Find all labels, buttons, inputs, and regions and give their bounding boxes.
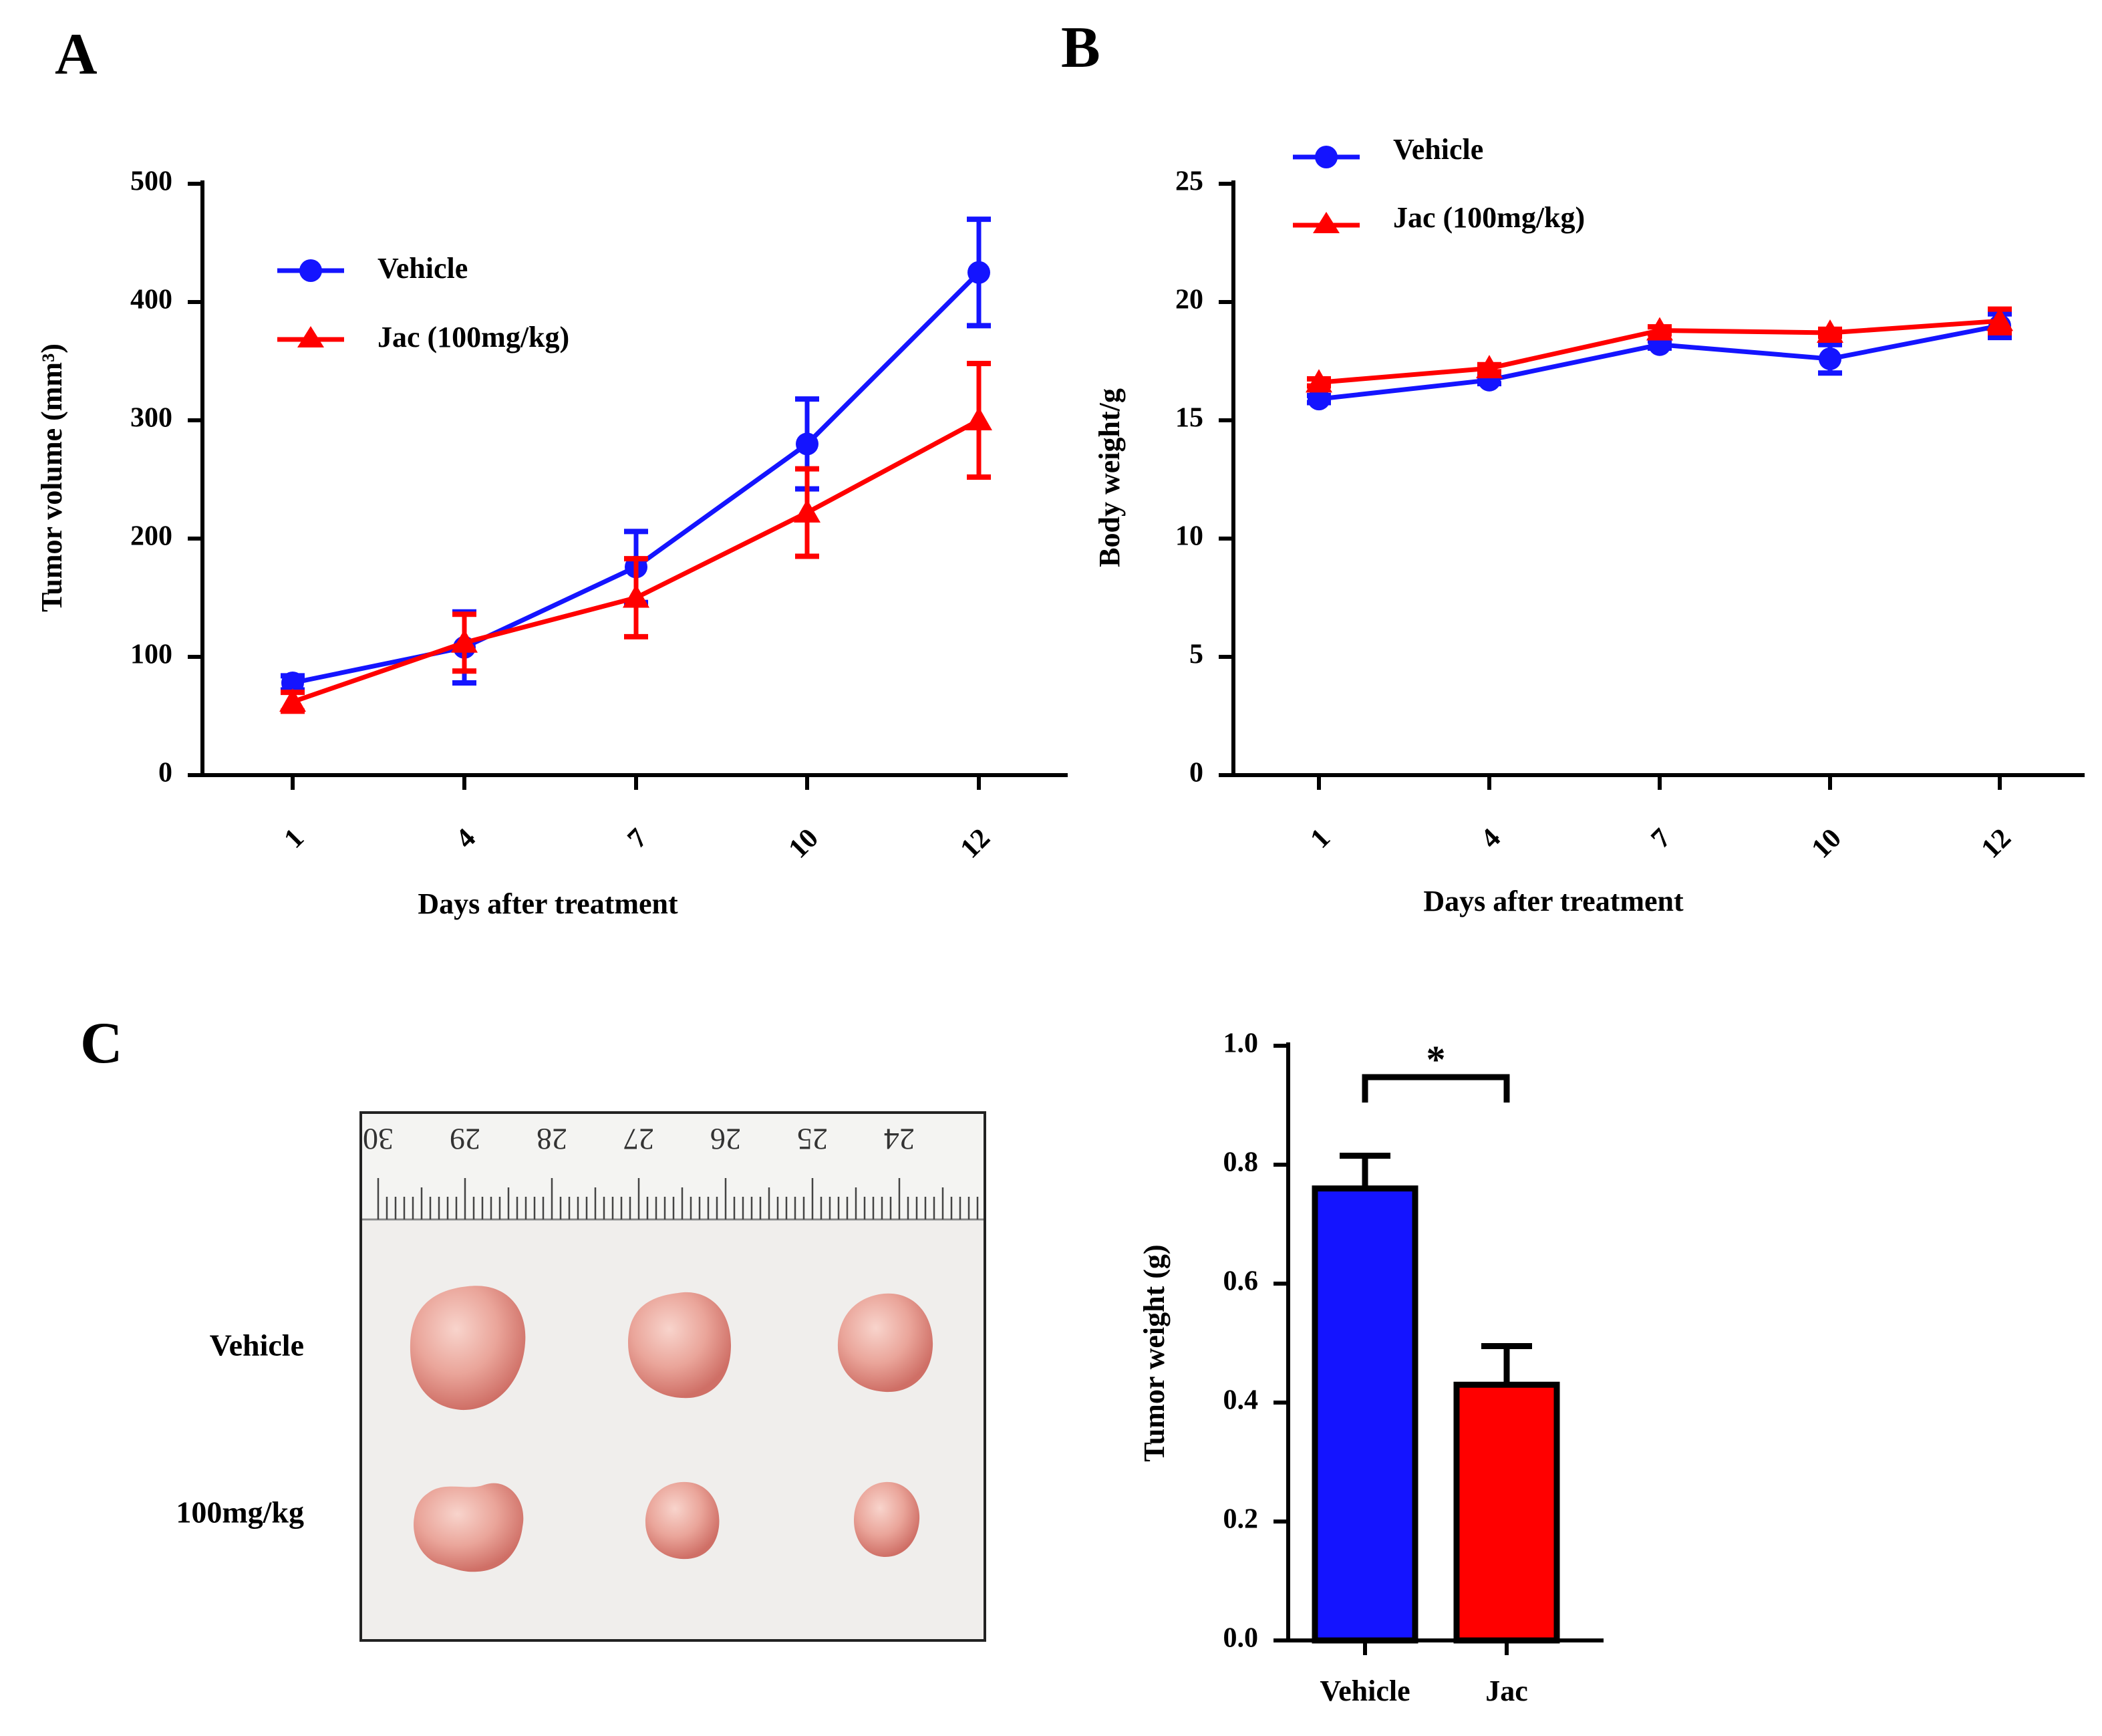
ruler-number: 25	[797, 1122, 828, 1156]
chart-a-xtick-label: 12	[955, 823, 996, 864]
tumor-treated-2	[645, 1481, 720, 1560]
chart-a-point-jac	[279, 688, 306, 712]
chart-b-point-jac	[1986, 307, 2013, 331]
chart-a-point-vehicle	[796, 432, 818, 456]
chart-c-bar-jac	[1453, 1381, 1560, 1644]
ruler-number: 26	[710, 1122, 741, 1156]
tumor-vehicle-1	[410, 1286, 526, 1411]
chart-a-point-vehicle	[967, 261, 990, 284]
chart-a-point-vehicle	[281, 671, 304, 694]
tumor-photo: 30 29 28 27 26 25 24 Vehicle 100mg/kg	[176, 1111, 986, 1642]
chart-a-tumor-volume: 0 100 200 300 400 500 1 4 7 10 12 Days after trea…	[35, 166, 1068, 920]
chart-b-ytick-label: 20	[1175, 285, 1203, 315]
ruler-number: 30	[363, 1122, 394, 1156]
chart-b-legend-jac-label: Jac (100mg/kg)	[1393, 201, 1585, 234]
chart-a-legend-vehicle-marker	[299, 259, 322, 282]
chart-c-ytick-label: 1.0	[1223, 1028, 1259, 1059]
chart-a-legend-jac-label: Jac (100mg/kg)	[378, 321, 569, 353]
panel-label-c: C	[80, 1011, 123, 1076]
tumor-vehicle-2	[628, 1292, 732, 1399]
chart-a-point-jac	[794, 499, 820, 523]
chart-c-ytick-label: 0.0	[1223, 1623, 1259, 1654]
chart-c-tumor-weight: 0.0 0.2 0.4 0.6 0.8 1.0 Vehicle Jac Tumor weig…	[1138, 1028, 1604, 1707]
significance-marker: *	[1427, 1038, 1446, 1081]
tumor-vehicle-3	[837, 1293, 933, 1393]
significance-bracket	[1362, 1074, 1510, 1103]
chart-a-xtick-label: 10	[783, 823, 824, 864]
chart-b-ytick-label: 25	[1175, 166, 1203, 197]
chart-b-xtick-label: 12	[1976, 823, 2017, 864]
chart-b-ytick-label: 5	[1189, 639, 1203, 670]
chart-a-point-jac	[623, 584, 649, 608]
chart-b-xtick-label: 4	[1475, 823, 1507, 854]
photo-background	[362, 1221, 984, 1639]
chart-b-point-jac	[1817, 319, 1843, 343]
chart-c-bar-vehicle	[1312, 1185, 1418, 1644]
chart-a-ytick-label: 0	[158, 758, 172, 788]
chart-a-legend-jac-marker	[297, 326, 324, 347]
chart-b-legend-vehicle-marker	[1315, 146, 1338, 168]
chart-c-y-axis-title: Tumor weight (g)	[1138, 1244, 1171, 1461]
chart-b-ytick-label: 0	[1189, 758, 1203, 788]
chart-b-point-jac	[1646, 317, 1673, 341]
ruler-number: 29	[450, 1122, 480, 1156]
ruler-number: 27	[623, 1122, 654, 1156]
chart-a-ytick-label: 200	[130, 521, 172, 552]
ruler-number: 28	[537, 1122, 567, 1156]
chart-b-ytick-label: 15	[1175, 403, 1203, 434]
chart-b-point-vehicle	[1308, 388, 1330, 411]
chart-b-xtick-label: 10	[1806, 823, 1847, 864]
chart-a-xtick-label: 1	[279, 823, 310, 854]
chart-b-x-axis-title: Days after treatment	[1423, 885, 1684, 917]
chart-a-point-jac	[965, 407, 992, 430]
tumor-treated-3	[854, 1481, 920, 1557]
ruler-ticks	[377, 1178, 979, 1219]
chart-b-xtick-label: 1	[1305, 823, 1336, 854]
tumor-treated-1	[414, 1483, 524, 1572]
panel-label-a: A	[55, 22, 98, 87]
chart-a-x-axis-title: Days after treatment	[418, 887, 678, 920]
chart-c-xtick-label-vehicle: Vehicle	[1320, 1675, 1410, 1707]
chart-b-legend-vehicle-label: Vehicle	[1393, 133, 1483, 166]
chart-b-point-jac	[1476, 355, 1503, 379]
chart-b-point-jac	[1306, 369, 1332, 393]
chart-c-ytick-label: 0.8	[1223, 1147, 1259, 1178]
chart-a-y-axis-title: Tumor volume (mm³)	[35, 343, 68, 612]
chart-b-point-vehicle	[1819, 347, 1841, 370]
chart-c-ytick-label: 0.2	[1223, 1504, 1259, 1535]
chart-a-ytick-label: 500	[130, 166, 172, 197]
chart-a-ytick-label: 300	[130, 403, 172, 434]
chart-a-xtick-label: 7	[622, 823, 653, 854]
photo-label-vehicle: Vehicle	[210, 1328, 304, 1362]
chart-a-point-jac	[451, 629, 478, 653]
chart-c-xtick-label-jac: Jac	[1485, 1675, 1528, 1707]
chart-c-ytick-label: 0.6	[1223, 1266, 1259, 1297]
chart-a-ytick-label: 100	[130, 639, 172, 670]
chart-b-ytick-label: 10	[1175, 521, 1203, 552]
chart-a-ytick-label: 400	[130, 285, 172, 315]
panel-label-b: B	[1061, 15, 1100, 80]
chart-b-xtick-label: 7	[1646, 823, 1677, 854]
photo-label-treated: 100mg/kg	[176, 1495, 304, 1530]
chart-c-ytick-label: 0.4	[1223, 1385, 1259, 1416]
chart-b-y-axis-title: Body weight/g	[1093, 388, 1126, 567]
chart-a-legend-vehicle-label: Vehicle	[378, 252, 468, 285]
chart-a-xtick-label: 4	[450, 823, 482, 854]
ruler-number: 24	[884, 1122, 915, 1156]
chart-b-legend-jac-marker	[1313, 212, 1340, 233]
